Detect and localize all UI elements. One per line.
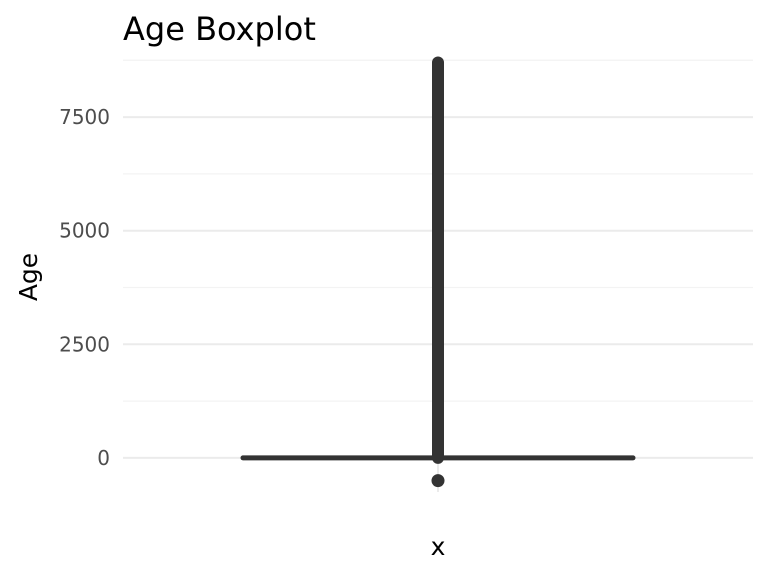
outlier-point <box>431 474 445 488</box>
chart-title: Age Boxplot <box>123 10 316 48</box>
y-axis-title: Age <box>14 253 43 301</box>
x-axis-title: x <box>431 532 446 561</box>
y-tick-label: 7500 <box>59 105 110 129</box>
y-tick-label: 0 <box>97 446 110 470</box>
y-axis-ticks: 0 2500 5000 7500 <box>59 105 110 470</box>
y-tick-label: 5000 <box>59 219 110 243</box>
y-tick-label: 2500 <box>59 332 110 356</box>
boxplot-marks <box>240 56 636 488</box>
